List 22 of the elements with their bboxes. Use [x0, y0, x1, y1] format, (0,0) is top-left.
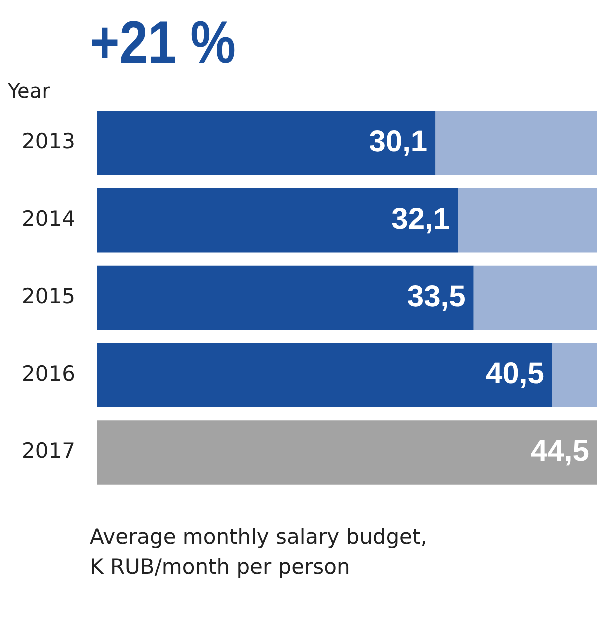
- y-tick-label: 2016: [22, 362, 76, 386]
- chart-title: +21 %: [90, 8, 238, 78]
- y-tick-label: 2017: [22, 439, 76, 464]
- bar: [436, 111, 598, 176]
- bar: [552, 343, 598, 408]
- data-label: 44,5: [530, 434, 590, 468]
- bar: [97, 188, 458, 253]
- data-label: 32,1: [392, 202, 450, 236]
- y-axis-title: Year: [7, 78, 52, 103]
- y-tick-label: 2013: [22, 130, 76, 154]
- bar: [97, 266, 474, 330]
- y-tick-label: 2014: [22, 207, 76, 232]
- bar: [97, 343, 552, 408]
- y-tick-label: 2015: [22, 284, 76, 308]
- data-label: 40,5: [486, 358, 544, 391]
- bar: [458, 188, 598, 253]
- bar: [97, 420, 598, 485]
- bar: [97, 111, 436, 176]
- data-label: 30,1: [369, 126, 428, 159]
- data-label: 33,5: [407, 280, 466, 314]
- text: Average monthly salary budget, K RUB/month per person: [90, 524, 428, 581]
- bar: [474, 266, 598, 330]
